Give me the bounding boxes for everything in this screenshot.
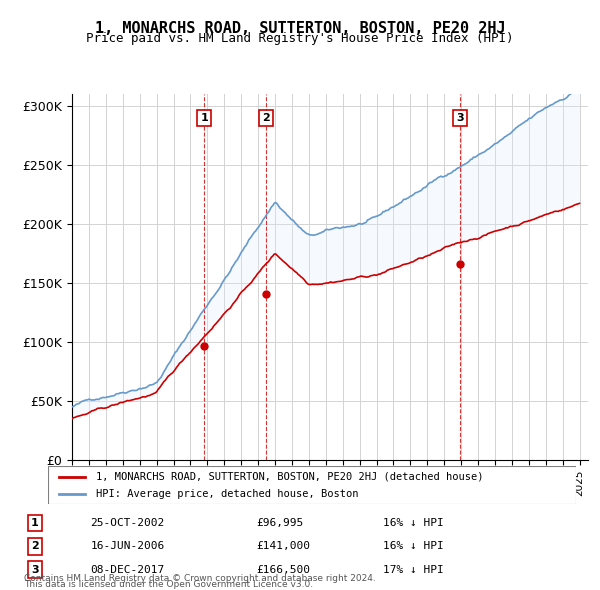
Text: 16-JUN-2006: 16-JUN-2006: [90, 542, 164, 551]
Text: 16% ↓ HPI: 16% ↓ HPI: [383, 542, 443, 551]
Text: £166,500: £166,500: [256, 565, 310, 575]
Text: 1: 1: [31, 518, 39, 528]
Text: 1: 1: [200, 113, 208, 123]
Text: 17% ↓ HPI: 17% ↓ HPI: [383, 565, 443, 575]
Text: Contains HM Land Registry data © Crown copyright and database right 2024.: Contains HM Land Registry data © Crown c…: [24, 574, 376, 583]
Text: This data is licensed under the Open Government Licence v3.0.: This data is licensed under the Open Gov…: [24, 581, 313, 589]
Text: 1, MONARCHS ROAD, SUTTERTON, BOSTON, PE20 2HJ: 1, MONARCHS ROAD, SUTTERTON, BOSTON, PE2…: [95, 21, 505, 35]
Text: 08-DEC-2017: 08-DEC-2017: [90, 565, 164, 575]
Text: 2: 2: [262, 113, 270, 123]
Text: 3: 3: [31, 565, 39, 575]
Text: 16% ↓ HPI: 16% ↓ HPI: [383, 518, 443, 528]
Text: HPI: Average price, detached house, Boston: HPI: Average price, detached house, Bost…: [95, 489, 358, 499]
Text: £141,000: £141,000: [256, 542, 310, 551]
FancyBboxPatch shape: [48, 466, 576, 504]
Text: 1, MONARCHS ROAD, SUTTERTON, BOSTON, PE20 2HJ (detached house): 1, MONARCHS ROAD, SUTTERTON, BOSTON, PE2…: [95, 472, 483, 482]
Text: 3: 3: [456, 113, 464, 123]
Text: 2: 2: [31, 542, 39, 551]
Text: 25-OCT-2002: 25-OCT-2002: [90, 518, 164, 528]
Text: Price paid vs. HM Land Registry's House Price Index (HPI): Price paid vs. HM Land Registry's House …: [86, 32, 514, 45]
Text: £96,995: £96,995: [256, 518, 303, 528]
